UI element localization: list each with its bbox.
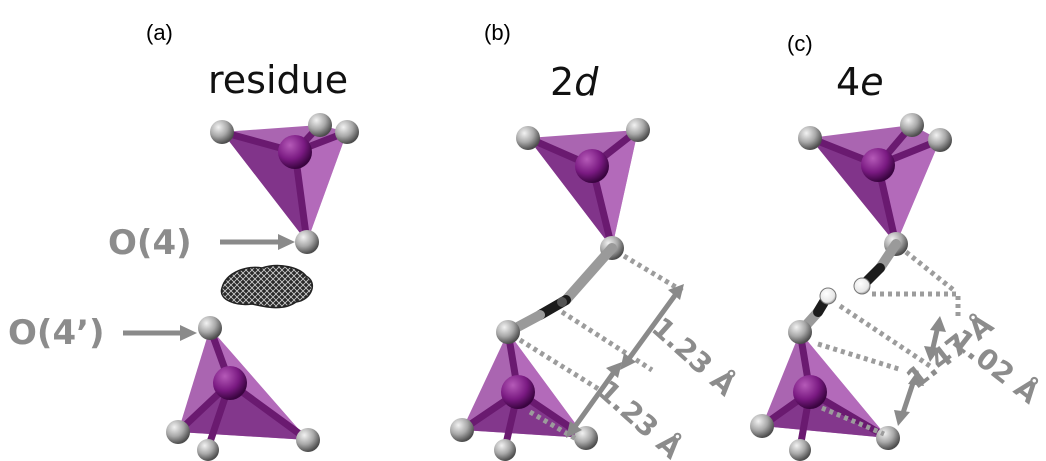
oxygen-atom <box>210 120 234 144</box>
phosphorus-atom <box>501 375 535 409</box>
lower-tetrahedron <box>750 320 900 461</box>
oxygen-atom <box>450 418 474 442</box>
oxygen-atom <box>928 128 952 152</box>
oxygen-atom <box>197 439 219 461</box>
hydrogen-atom <box>557 297 567 307</box>
panel-b-letter: (b) <box>484 20 511 45</box>
upper-tetrahedron <box>210 113 359 254</box>
oxygen-atom <box>626 118 650 142</box>
oxygen-atom <box>876 426 900 450</box>
phosphorus-atom <box>575 149 609 183</box>
dotted-guide <box>904 250 958 294</box>
distance-arrow-lower <box>894 370 924 426</box>
panel-a-structure: O(4) O(4’) <box>8 113 359 461</box>
dotted-guide <box>817 341 903 373</box>
oxygen-atom <box>798 126 822 150</box>
label-o4: O(4) <box>108 223 192 263</box>
oxygen-atom <box>308 113 332 137</box>
distance-label-b-lower: 1.23 Å <box>591 373 689 461</box>
oxygen-atom <box>516 126 540 150</box>
panel-b-title: 2d <box>550 60 599 104</box>
oxygen-atom <box>788 320 812 344</box>
panel-b-title-italic: d <box>574 60 599 104</box>
oxygen-atom <box>574 426 598 450</box>
oxygen-atom <box>335 120 359 144</box>
oxygen-atom-o4 <box>295 230 319 254</box>
hydrogen-atom <box>853 277 871 295</box>
phosphorus-atom <box>793 375 827 409</box>
distance-arrow-upper <box>924 316 946 362</box>
dotted-guide <box>821 405 885 437</box>
hydrogen-atom <box>819 287 837 305</box>
upper-tetrahedron <box>516 118 650 260</box>
panel-c-title: 4e <box>836 60 884 104</box>
oxygen-atom <box>496 320 520 344</box>
panel-a-letter: (a) <box>146 20 173 45</box>
oxygen-atom <box>494 439 516 461</box>
oxygen-atom <box>166 420 190 444</box>
dotted-guide <box>622 253 686 295</box>
oxygen-atom <box>789 439 811 461</box>
lower-tetrahedron <box>166 316 320 461</box>
panel-a-title: residue <box>208 58 348 102</box>
distance-label-b-upper: 1.23 Å <box>645 310 743 403</box>
arrow-o4prime <box>123 325 197 341</box>
dotted-guide <box>528 409 580 443</box>
panel-c-letter: (c) <box>787 31 813 56</box>
upper-tetrahedron <box>798 113 952 256</box>
oxygen-atom <box>900 113 924 137</box>
oxygen-atom <box>750 414 774 438</box>
panel-c-title-number: 4 <box>836 60 860 104</box>
panel-b-title-number: 2 <box>550 60 574 104</box>
lower-tetrahedron <box>450 320 598 461</box>
panel-c-title-italic: e <box>860 60 883 104</box>
panel-a-title-text: residue <box>208 58 348 102</box>
phosphorus-atom <box>861 148 895 182</box>
arrow-o4 <box>220 234 295 250</box>
distance-arrow-upper <box>620 284 684 370</box>
residue-density-blob <box>220 264 314 309</box>
dotted-guide <box>838 303 932 369</box>
panel-c-structure: 1.02 Å 1.47 Å <box>750 113 1046 461</box>
oxygen-atom <box>296 428 320 452</box>
label-o4prime: O(4’) <box>8 313 105 353</box>
phosphorus-atom <box>213 366 247 400</box>
hydrogen-bond <box>561 243 617 305</box>
oxygen-atom-o4prime <box>198 316 222 340</box>
panel-b-structure: 1.23 Å 1.23 Å <box>450 118 743 461</box>
dotted-guide <box>560 309 654 373</box>
phosphorus-atom <box>278 135 312 169</box>
distance-arrow-lower <box>566 362 622 438</box>
